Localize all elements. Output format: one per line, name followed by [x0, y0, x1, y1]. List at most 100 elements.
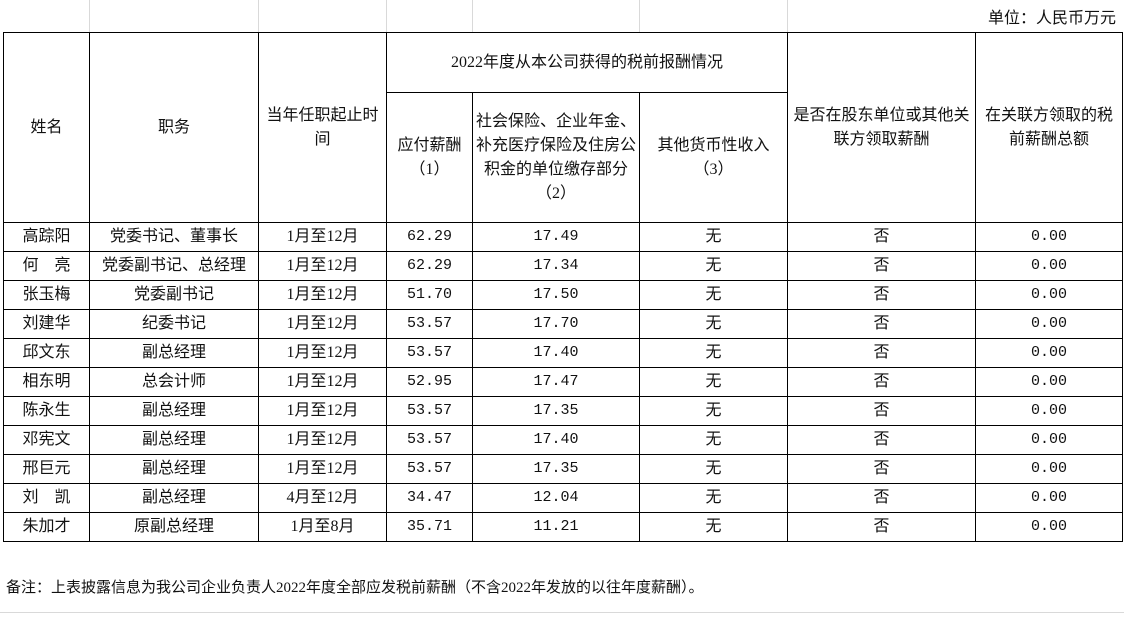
cell-related: 否 [787, 309, 976, 339]
cell-related: 否 [787, 367, 976, 397]
cell-related: 否 [787, 425, 976, 455]
header-insurance: 社会保险、企业年金、补充医疗保险及住房公积金的单位缴存部分（2） [472, 92, 640, 223]
cell-other: 无 [639, 483, 788, 513]
cell-tenure: 1月至8月 [258, 512, 387, 542]
cell-tenure: 1月至12月 [258, 309, 387, 339]
cell-insurance: 17.49 [472, 222, 640, 252]
cell-salary: 53.57 [386, 454, 473, 484]
cell-name: 刘建华 [3, 309, 90, 339]
cell-position: 党委书记、董事长 [89, 222, 259, 252]
cell-position: 原副总经理 [89, 512, 259, 542]
table-row: 何 亮党委副书记、总经理 1月至12月 62.29 17.34 无否 0.00 [3, 251, 1123, 281]
cell-related: 否 [787, 222, 976, 252]
cell-insurance: 17.50 [472, 280, 640, 310]
table-row: 陈永生 副总经理 1月至12月 53.57 17.35 无否 0.00 [3, 396, 1123, 426]
cell-tenure: 1月至12月 [258, 425, 387, 455]
table-row: 邱文东 副总经理 1月至12月 53.57 17.40 无否 0.00 [3, 338, 1123, 368]
cell-position: 副总经理 [89, 483, 259, 513]
header-other-income: 其他货币性收入（3） [639, 92, 788, 223]
cell-tenure: 1月至12月 [258, 222, 387, 252]
unit-label: 单位：人民币万元 [987, 10, 1116, 27]
cell-name: 高踪阳 [3, 222, 90, 252]
cell-total: 0.00 [975, 222, 1123, 252]
cell-salary: 62.29 [386, 251, 473, 281]
cell-salary: 53.57 [386, 309, 473, 339]
cell-tenure: 1月至12月 [258, 251, 387, 281]
cell-tenure: 1月至12月 [258, 280, 387, 310]
cell-salary: 52.95 [386, 367, 473, 397]
cell-name: 朱加才 [3, 512, 90, 542]
cell-position: 副总经理 [89, 425, 259, 455]
compensation-table: 姓名 职务 当年任职起止时间 2022年度从本公司获得的税前报酬情况 是否在股东… [3, 32, 1123, 542]
cell-total: 0.00 [975, 280, 1123, 310]
cell-name: 邓宪文 [3, 425, 90, 455]
cell-total: 0.00 [975, 367, 1123, 397]
cell-related: 否 [787, 280, 976, 310]
cell-tenure: 4月至12月 [258, 483, 387, 513]
table-row: 邓宪文 副总经理 1月至12月 53.57 17.40 无否 0.00 [3, 425, 1123, 455]
cell-tenure: 1月至12月 [258, 367, 387, 397]
cell-other: 无 [639, 338, 788, 368]
cell-name: 张玉梅 [3, 280, 90, 310]
header-related-total: 在关联方领取的税前薪酬总额 [975, 32, 1123, 223]
footnote: 备注：上表披露信息为我公司企业负责人2022年度全部应发税前薪酬（不含2022年… [6, 580, 704, 596]
cell-position: 总会计师 [89, 367, 259, 397]
cell-related: 否 [787, 338, 976, 368]
cell-position: 副总经理 [89, 396, 259, 426]
cell-salary: 53.57 [386, 396, 473, 426]
table-row: 邢巨元 副总经理 1月至12月 53.57 17.35 无否 0.00 [3, 454, 1123, 484]
cell-other: 无 [639, 454, 788, 484]
header-salary: 应付薪酬（1） [386, 92, 473, 223]
cell-insurance: 17.40 [472, 425, 640, 455]
cell-total: 0.00 [975, 512, 1123, 542]
cell-name: 邢巨元 [3, 454, 90, 484]
cell-salary: 62.29 [386, 222, 473, 252]
cell-other: 无 [639, 280, 788, 310]
cell-name: 刘 凯 [3, 483, 90, 513]
cell-related: 否 [787, 483, 976, 513]
cell-tenure: 1月至12月 [258, 454, 387, 484]
cell-salary: 35.71 [386, 512, 473, 542]
header-tenure: 当年任职起止时间 [258, 32, 387, 223]
cell-insurance: 17.40 [472, 338, 640, 368]
cell-name: 相东明 [3, 367, 90, 397]
cell-other: 无 [639, 222, 788, 252]
cell-insurance: 17.35 [472, 454, 640, 484]
cell-other: 无 [639, 309, 788, 339]
cell-total: 0.00 [975, 338, 1123, 368]
cell-name: 何 亮 [3, 251, 90, 281]
cell-other: 无 [639, 512, 788, 542]
cell-related: 否 [787, 251, 976, 281]
cell-salary: 51.70 [386, 280, 473, 310]
table-row: 朱加才 原副总经理 1月至8月 35.71 11.21 无否 0.00 [3, 512, 1123, 542]
cell-total: 0.00 [975, 396, 1123, 426]
cell-name: 陈永生 [3, 396, 90, 426]
cell-position: 纪委书记 [89, 309, 259, 339]
cell-position: 副总经理 [89, 454, 259, 484]
cell-total: 0.00 [975, 454, 1123, 484]
cell-other: 无 [639, 251, 788, 281]
cell-related: 否 [787, 512, 976, 542]
cell-salary: 34.47 [386, 483, 473, 513]
cell-tenure: 1月至12月 [258, 396, 387, 426]
cell-position: 党委副书记 [89, 280, 259, 310]
cell-insurance: 17.70 [472, 309, 640, 339]
cell-related: 否 [787, 396, 976, 426]
table-row: 张玉梅 党委副书记 1月至12月 51.70 17.50 无否 0.00 [3, 280, 1123, 310]
header-compensation-group: 2022年度从本公司获得的税前报酬情况 [386, 32, 788, 93]
cell-insurance: 11.21 [472, 512, 640, 542]
table-row: 刘建华 纪委书记 1月至12月 53.57 17.70 无否 0.00 [3, 309, 1123, 339]
header-name: 姓名 [3, 32, 90, 223]
cell-position: 党委副书记、总经理 [89, 251, 259, 281]
cell-insurance: 17.34 [472, 251, 640, 281]
cell-tenure: 1月至12月 [258, 338, 387, 368]
cell-insurance: 17.35 [472, 396, 640, 426]
cell-salary: 53.57 [386, 338, 473, 368]
cell-total: 0.00 [975, 425, 1123, 455]
cell-total: 0.00 [975, 251, 1123, 281]
cell-other: 无 [639, 425, 788, 455]
cell-insurance: 17.47 [472, 367, 640, 397]
cell-insurance: 12.04 [472, 483, 640, 513]
cell-total: 0.00 [975, 483, 1123, 513]
cell-related: 否 [787, 454, 976, 484]
